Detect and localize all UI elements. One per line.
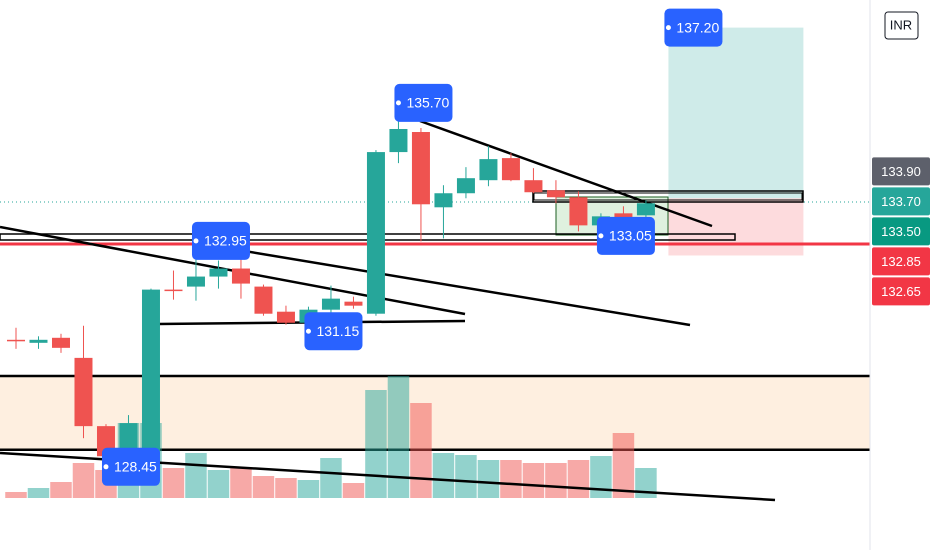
trend-line [419,119,713,228]
axis: 133.90 133.70 133.50 132.85 132.65 [872,157,930,306]
volume-bar [455,455,477,498]
candle-body [321,298,340,310]
volume-bar [72,463,95,498]
candle-body [479,159,498,181]
price-label-box [872,217,930,246]
callout-label: 128.45 [114,458,157,474]
volume-bar [432,453,455,498]
volume-bar [365,390,387,498]
volume-bar [5,492,27,498]
candle-body [6,339,25,342]
volume-bar [410,403,432,498]
candle-body [389,128,408,153]
candle-body [366,152,385,314]
price-label: 133.90 [881,164,921,179]
volume-bar [27,488,50,498]
volume-bar [500,460,522,498]
volume-bar [162,468,185,498]
candle-body [614,213,633,219]
callout-box [304,312,363,351]
callout-point [664,24,672,32]
volume-bar [635,468,657,498]
volume-bar [567,460,590,498]
currency: INR [890,17,912,32]
candle-body [186,276,205,287]
labels: 137.20 135.70 132.95 133.05 131.15 128.45 [101,8,723,486]
volume-bar [522,463,545,498]
volume-bar [545,463,567,498]
price-label: 132.65 [881,284,921,299]
candle-body [231,268,250,284]
volume-bar [50,482,72,498]
candle-body [456,178,475,194]
callout-label: 137.20 [676,19,719,35]
callout-point [102,463,110,471]
volume-bar [252,476,275,498]
callout-box [101,447,160,486]
callout-box [596,216,655,255]
callout-point [394,99,402,107]
candle-body [434,193,453,208]
callout-box [191,221,250,260]
callout-box [664,8,723,47]
candle-body [501,158,520,181]
currency-box[interactable] [884,11,919,40]
callout-label: 132.95 [204,233,247,249]
box [533,192,803,201]
candle-body [636,203,655,216]
position-stop [668,198,804,256]
callout-point [192,237,200,245]
volume-bar [320,458,342,498]
candle-body [141,289,160,455]
callout-box [394,83,453,122]
price-label: 133.50 [881,224,921,239]
candle-body [164,289,183,292]
candle-body [411,132,430,205]
position-target [668,27,804,199]
callout-point [597,232,605,240]
callout-label: 131.15 [316,323,359,339]
volume-bar [297,480,320,498]
candle-body [74,357,93,427]
price-label: 132.85 [881,254,921,269]
volume-bar [590,456,612,498]
volume-bar [342,483,365,498]
candle-body [524,180,543,193]
volume-bar [612,433,635,498]
trend-line [195,241,691,327]
price-label-box [872,277,930,306]
price-label-box [872,247,930,276]
candle-body [569,197,588,226]
candle-body [51,337,70,348]
volume-bar [230,468,252,498]
volume-bar [275,478,297,498]
candle-body [29,339,48,343]
callout-point [304,327,312,335]
callout-label: 135.70 [406,95,449,111]
volume-bar [207,470,230,498]
volume-bar [185,453,207,498]
volume-bar [477,460,500,498]
box [532,190,804,203]
candle-body [276,311,295,323]
candle-body [209,268,228,277]
volume-bar [387,376,410,498]
candle-body [344,301,363,306]
callout-label: 133.05 [609,228,652,244]
candle-body [546,190,565,198]
candle-body [254,286,273,314]
price-label-box [872,157,930,186]
price-label: 133.70 [881,194,921,209]
price-label-box [872,187,930,216]
